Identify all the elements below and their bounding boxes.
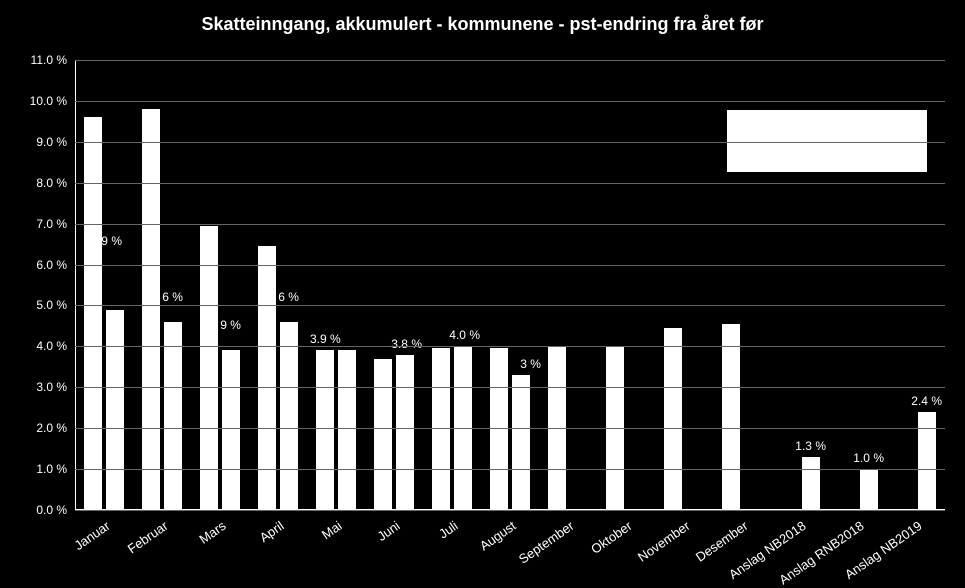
x-tick-label: Februar xyxy=(125,518,171,556)
data-label: 1.0 % xyxy=(853,451,884,465)
x-tick-label: Mars xyxy=(196,518,228,547)
data-label: 4.0 % xyxy=(449,328,480,342)
bar xyxy=(222,350,240,510)
bar xyxy=(664,328,682,510)
data-label: 6 % xyxy=(278,290,299,304)
gridline xyxy=(75,265,945,266)
y-tick-label: 11.0 % xyxy=(31,53,75,67)
data-label: 3.9 % xyxy=(310,332,341,346)
y-tick-label: 10.0 % xyxy=(30,94,75,108)
x-tick-label: Mai xyxy=(319,518,345,542)
gridline xyxy=(75,305,945,306)
plot-area: JanuarFebruarMarsAprilMaiJuniJuliAugustS… xyxy=(75,60,945,510)
data-label: 4.9 % xyxy=(91,234,122,248)
gridline xyxy=(75,224,945,225)
gridline xyxy=(75,387,945,388)
x-tick-label: September xyxy=(516,518,577,567)
bar xyxy=(338,350,356,510)
bar xyxy=(200,226,218,510)
x-tick-label: Oktober xyxy=(588,518,634,557)
data-label: 3 % xyxy=(520,357,541,371)
gridline xyxy=(75,183,945,184)
y-tick-label: 3.0 % xyxy=(36,380,75,394)
bar xyxy=(432,348,450,510)
data-label: 1.3 % xyxy=(795,439,826,453)
y-tick-label: 1.0 % xyxy=(36,462,75,476)
y-tick-label: 4.0 % xyxy=(36,339,75,353)
bar xyxy=(860,469,878,510)
x-tick-label: Juni xyxy=(374,518,402,544)
x-tick-label: April xyxy=(257,518,287,545)
y-tick-label: 8.0 % xyxy=(36,176,75,190)
bar xyxy=(258,246,276,510)
gridline xyxy=(75,346,945,347)
y-tick-label: 6.0 % xyxy=(36,258,75,272)
gridline xyxy=(75,101,945,102)
bar xyxy=(316,350,334,510)
gridline xyxy=(75,428,945,429)
gridline xyxy=(75,469,945,470)
data-label: 6 % xyxy=(162,290,183,304)
bar xyxy=(802,457,820,510)
bar xyxy=(106,310,124,510)
y-tick-label: 7.0 % xyxy=(36,217,75,231)
bar xyxy=(84,117,102,510)
bar xyxy=(396,355,414,510)
data-label: 2.4 % xyxy=(911,394,942,408)
chart-title: Skatteinngang, akkumulert - kommunene - … xyxy=(0,14,965,35)
bar xyxy=(512,375,530,510)
bar xyxy=(722,324,740,510)
gridline xyxy=(75,60,945,61)
bar xyxy=(918,412,936,510)
x-tick-label: August xyxy=(477,518,519,554)
gridline xyxy=(75,142,945,143)
gridline xyxy=(75,510,945,511)
data-label: 9 % xyxy=(220,318,241,332)
y-tick-label: 9.0 % xyxy=(36,135,75,149)
y-tick-label: 2.0 % xyxy=(36,421,75,435)
data-label: 3.8 % xyxy=(391,337,422,351)
bar xyxy=(374,359,392,510)
chart-container: Skatteinngang, akkumulert - kommunene - … xyxy=(0,0,965,588)
y-tick-label: 0.0 % xyxy=(36,503,75,517)
x-tick-label: Januar xyxy=(71,518,112,553)
bar xyxy=(142,109,160,510)
bar xyxy=(280,322,298,510)
y-tick-label: 5.0 % xyxy=(36,298,75,312)
x-tick-label: Juli xyxy=(436,518,461,541)
bar xyxy=(490,348,508,510)
x-tick-label: November xyxy=(635,518,693,565)
bar xyxy=(164,322,182,510)
